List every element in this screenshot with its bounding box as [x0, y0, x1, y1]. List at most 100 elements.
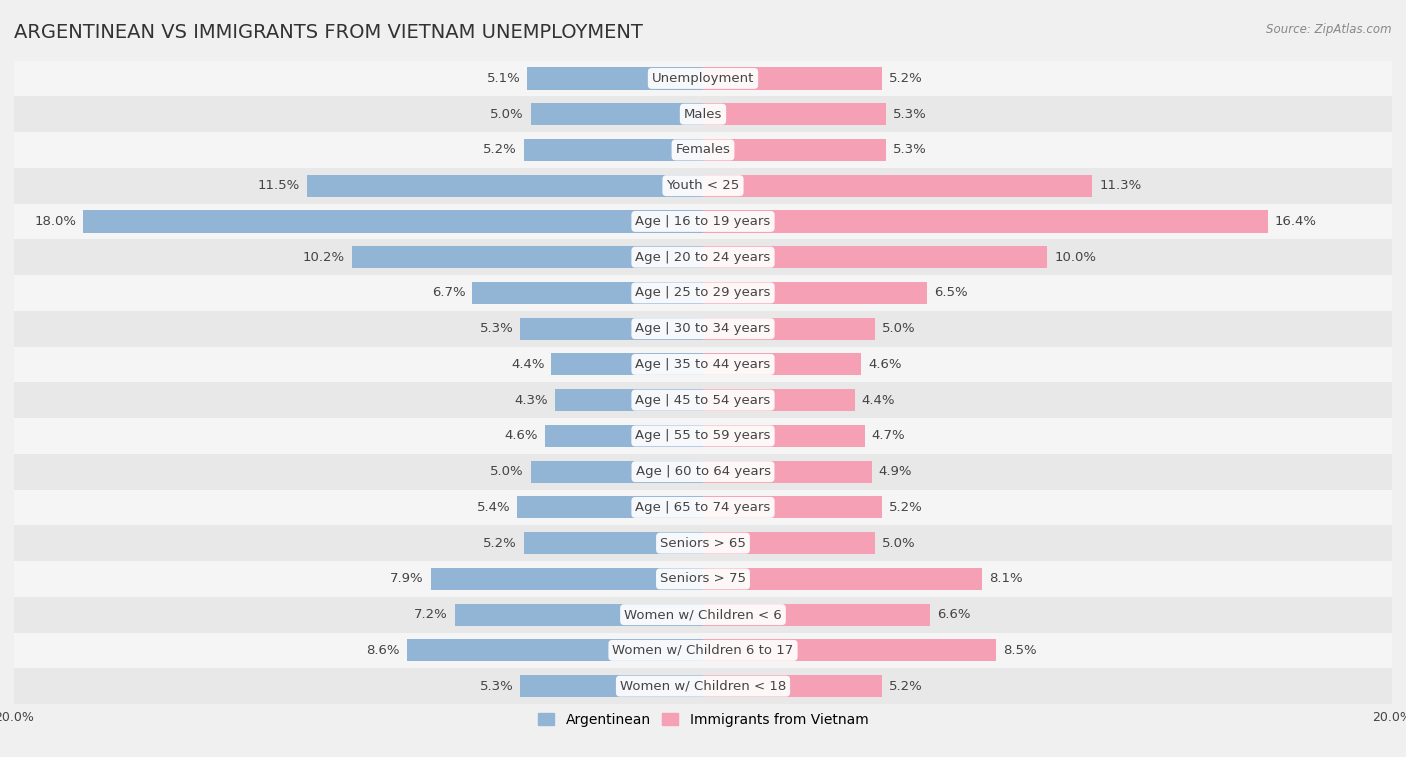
- Text: Age | 45 to 54 years: Age | 45 to 54 years: [636, 394, 770, 407]
- Bar: [531, 460, 703, 483]
- Text: 8.1%: 8.1%: [988, 572, 1022, 585]
- Bar: [14, 204, 1392, 239]
- Text: 5.3%: 5.3%: [893, 107, 927, 120]
- Bar: [520, 675, 703, 697]
- Legend: Argentinean, Immigrants from Vietnam: Argentinean, Immigrants from Vietnam: [533, 707, 873, 733]
- Bar: [703, 389, 855, 411]
- Bar: [703, 497, 882, 519]
- Bar: [703, 103, 886, 125]
- Text: Females: Females: [675, 143, 731, 157]
- Text: Age | 35 to 44 years: Age | 35 to 44 years: [636, 358, 770, 371]
- Text: 11.5%: 11.5%: [257, 179, 299, 192]
- Bar: [524, 532, 703, 554]
- Bar: [551, 354, 703, 375]
- Text: ARGENTINEAN VS IMMIGRANTS FROM VIETNAM UNEMPLOYMENT: ARGENTINEAN VS IMMIGRANTS FROM VIETNAM U…: [14, 23, 643, 42]
- Bar: [14, 418, 1392, 453]
- Text: 5.0%: 5.0%: [491, 107, 524, 120]
- Text: 4.4%: 4.4%: [510, 358, 544, 371]
- Text: 4.4%: 4.4%: [862, 394, 896, 407]
- Text: 5.2%: 5.2%: [484, 537, 517, 550]
- Bar: [14, 668, 1392, 704]
- Text: 5.2%: 5.2%: [484, 143, 517, 157]
- Bar: [472, 282, 703, 304]
- Text: Age | 30 to 34 years: Age | 30 to 34 years: [636, 322, 770, 335]
- Bar: [703, 318, 875, 340]
- Text: Unemployment: Unemployment: [652, 72, 754, 85]
- Bar: [703, 532, 875, 554]
- Bar: [14, 561, 1392, 597]
- Text: 5.3%: 5.3%: [893, 143, 927, 157]
- Text: 5.2%: 5.2%: [889, 72, 922, 85]
- Bar: [14, 311, 1392, 347]
- Text: Youth < 25: Youth < 25: [666, 179, 740, 192]
- Bar: [524, 139, 703, 161]
- Bar: [14, 239, 1392, 275]
- Bar: [14, 633, 1392, 668]
- Bar: [517, 497, 703, 519]
- Text: Women w/ Children < 18: Women w/ Children < 18: [620, 680, 786, 693]
- Text: 4.3%: 4.3%: [515, 394, 548, 407]
- Bar: [703, 175, 1092, 197]
- Text: 5.0%: 5.0%: [491, 465, 524, 478]
- Text: 6.7%: 6.7%: [432, 286, 465, 300]
- Bar: [703, 210, 1268, 232]
- Text: 7.9%: 7.9%: [391, 572, 425, 585]
- Text: Age | 60 to 64 years: Age | 60 to 64 years: [636, 465, 770, 478]
- Text: 7.2%: 7.2%: [415, 608, 449, 621]
- Bar: [14, 275, 1392, 311]
- Bar: [703, 67, 882, 89]
- Bar: [703, 425, 865, 447]
- Text: 16.4%: 16.4%: [1275, 215, 1317, 228]
- Bar: [544, 425, 703, 447]
- Text: Age | 16 to 19 years: Age | 16 to 19 years: [636, 215, 770, 228]
- Bar: [520, 318, 703, 340]
- Text: 11.3%: 11.3%: [1099, 179, 1142, 192]
- Bar: [14, 453, 1392, 490]
- Bar: [703, 354, 862, 375]
- Text: Age | 65 to 74 years: Age | 65 to 74 years: [636, 501, 770, 514]
- Bar: [531, 103, 703, 125]
- Bar: [14, 525, 1392, 561]
- Bar: [703, 603, 931, 626]
- Bar: [703, 139, 886, 161]
- Text: 5.2%: 5.2%: [889, 501, 922, 514]
- Text: 10.2%: 10.2%: [302, 251, 344, 263]
- Text: 5.3%: 5.3%: [479, 322, 513, 335]
- Text: 4.6%: 4.6%: [505, 429, 537, 442]
- Bar: [703, 282, 927, 304]
- Text: 4.6%: 4.6%: [869, 358, 901, 371]
- Text: 5.3%: 5.3%: [479, 680, 513, 693]
- Bar: [14, 132, 1392, 168]
- Bar: [703, 675, 882, 697]
- Bar: [352, 246, 703, 268]
- Text: 5.0%: 5.0%: [882, 322, 915, 335]
- Text: Seniors > 65: Seniors > 65: [659, 537, 747, 550]
- Text: 5.1%: 5.1%: [486, 72, 520, 85]
- Bar: [14, 382, 1392, 418]
- Bar: [307, 175, 703, 197]
- Bar: [703, 246, 1047, 268]
- Text: 4.9%: 4.9%: [879, 465, 912, 478]
- Bar: [14, 597, 1392, 633]
- Bar: [83, 210, 703, 232]
- Text: Age | 55 to 59 years: Age | 55 to 59 years: [636, 429, 770, 442]
- Bar: [703, 460, 872, 483]
- Bar: [14, 347, 1392, 382]
- Text: 4.7%: 4.7%: [872, 429, 905, 442]
- Bar: [406, 640, 703, 662]
- Text: 18.0%: 18.0%: [34, 215, 76, 228]
- Text: Age | 25 to 29 years: Age | 25 to 29 years: [636, 286, 770, 300]
- Text: 6.6%: 6.6%: [938, 608, 970, 621]
- Text: Males: Males: [683, 107, 723, 120]
- Text: 5.0%: 5.0%: [882, 537, 915, 550]
- Bar: [14, 96, 1392, 132]
- Bar: [555, 389, 703, 411]
- Text: 5.2%: 5.2%: [889, 680, 922, 693]
- Text: Seniors > 75: Seniors > 75: [659, 572, 747, 585]
- Text: 8.6%: 8.6%: [367, 644, 399, 657]
- Text: Source: ZipAtlas.com: Source: ZipAtlas.com: [1267, 23, 1392, 36]
- Text: Women w/ Children < 6: Women w/ Children < 6: [624, 608, 782, 621]
- Bar: [703, 568, 981, 590]
- Bar: [14, 61, 1392, 96]
- Bar: [703, 640, 995, 662]
